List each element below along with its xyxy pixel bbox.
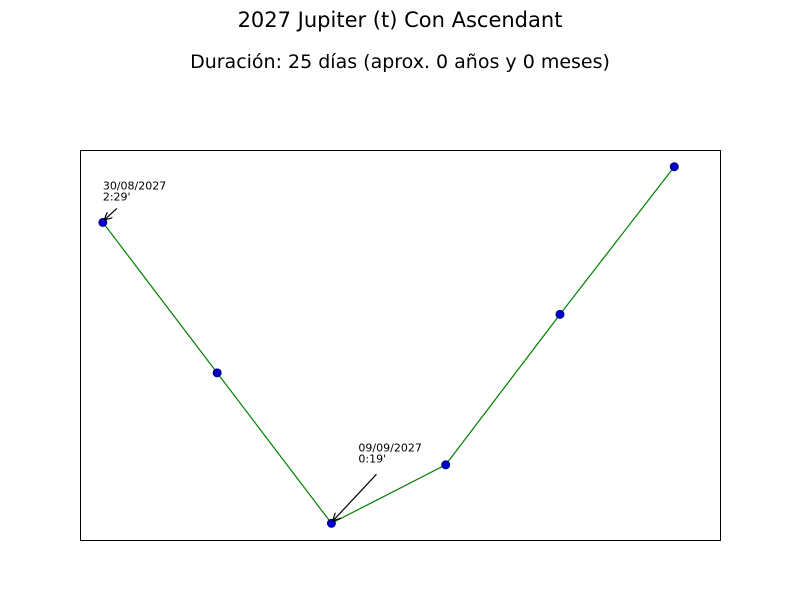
annotation-value: 0:19' [358, 452, 386, 465]
plot-area-frame [80, 150, 721, 541]
annotation-date: 30/08/2027 [103, 179, 166, 192]
chart-subtitle: Duración: 25 días (aprox. 0 años y 0 mes… [190, 51, 610, 73]
data-point [326, 518, 336, 528]
chart-title: 2027 Jupiter (t) Con Ascendant [237, 8, 563, 32]
annotation-date: 09/09/2027 [358, 441, 421, 454]
data-point [98, 217, 108, 227]
annotation-arrow [333, 473, 377, 520]
data-point [555, 309, 565, 319]
annotation-arrow [105, 207, 118, 219]
series-line [102, 166, 675, 525]
data-point [212, 368, 222, 378]
data-point [669, 162, 679, 172]
annotation-value: 2:29' [103, 190, 131, 203]
data-point [441, 460, 451, 470]
